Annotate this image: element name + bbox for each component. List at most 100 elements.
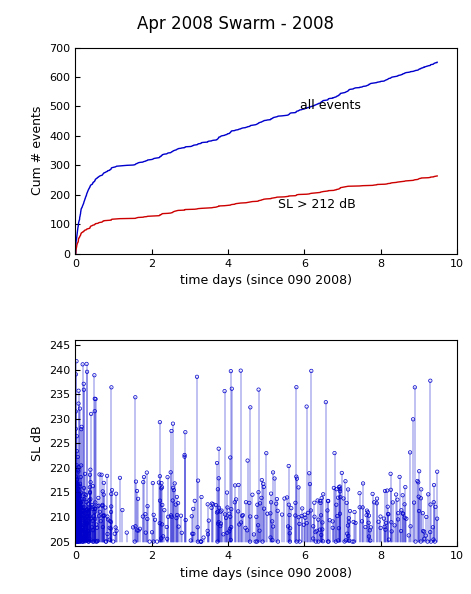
Point: [132, 522, 139, 531]
Point: [227, 453, 234, 462]
Point: [93, 537, 101, 546]
Point: [73, 522, 81, 531]
Point: [181, 452, 188, 462]
Point: [90, 511, 97, 521]
Point: [73, 535, 81, 545]
Point: [278, 510, 286, 519]
Point: [72, 523, 80, 532]
Point: [85, 529, 93, 538]
Point: [72, 519, 80, 529]
Point: [210, 500, 217, 509]
Point: [75, 499, 83, 508]
Point: [72, 472, 80, 481]
Point: [82, 505, 90, 515]
Point: [73, 431, 81, 441]
Point: [296, 519, 303, 529]
Point: [86, 470, 94, 479]
Point: [313, 526, 320, 536]
Point: [311, 512, 318, 522]
Point: [231, 498, 238, 507]
Point: [317, 496, 324, 505]
Point: [399, 508, 406, 518]
Point: [72, 530, 80, 539]
Point: [72, 486, 80, 495]
Point: [356, 488, 363, 498]
Point: [98, 501, 106, 511]
Point: [174, 498, 182, 508]
Point: [73, 497, 81, 507]
Point: [333, 485, 340, 494]
Point: [93, 520, 100, 529]
Point: [287, 503, 295, 513]
Point: [258, 493, 265, 503]
Point: [219, 530, 227, 539]
Point: [226, 527, 233, 536]
Point: [86, 511, 94, 521]
Point: [204, 526, 211, 536]
Point: [80, 385, 88, 394]
Point: [215, 503, 223, 513]
Point: [427, 376, 434, 386]
Point: [369, 489, 376, 499]
Point: [213, 508, 221, 517]
Point: [75, 490, 83, 500]
Point: [73, 492, 81, 501]
Point: [430, 481, 438, 490]
Point: [83, 505, 90, 514]
Point: [281, 494, 288, 503]
Point: [74, 482, 82, 491]
Point: [336, 486, 344, 496]
Point: [74, 511, 82, 520]
Point: [401, 500, 408, 509]
Point: [430, 497, 438, 507]
Point: [80, 379, 88, 388]
Point: [99, 486, 106, 496]
Point: [97, 516, 105, 526]
Point: [76, 522, 83, 532]
Point: [188, 511, 195, 521]
Point: [81, 514, 89, 523]
Point: [74, 532, 81, 542]
Point: [107, 517, 115, 527]
Point: [81, 511, 89, 520]
Point: [267, 498, 275, 507]
Point: [228, 384, 236, 393]
X-axis label: time days (since 090 2008): time days (since 090 2008): [180, 274, 352, 287]
Point: [106, 535, 114, 545]
Point: [73, 523, 80, 532]
Point: [324, 505, 331, 515]
Point: [76, 514, 83, 524]
Point: [374, 494, 381, 503]
Point: [150, 510, 157, 520]
Point: [250, 530, 258, 539]
Point: [417, 537, 424, 546]
Point: [268, 535, 276, 545]
Point: [73, 502, 81, 511]
Point: [133, 486, 141, 496]
Point: [99, 522, 106, 532]
Point: [269, 467, 277, 477]
Point: [382, 518, 390, 527]
Point: [333, 500, 340, 510]
Point: [72, 507, 80, 516]
Point: [224, 503, 231, 512]
Point: [304, 508, 312, 517]
Point: [79, 506, 86, 516]
Point: [113, 526, 120, 536]
Point: [107, 489, 115, 499]
Point: [77, 497, 85, 507]
Point: [377, 512, 384, 522]
Point: [142, 510, 149, 519]
Point: [83, 512, 91, 522]
Point: [84, 516, 91, 526]
Point: [422, 512, 430, 522]
Point: [77, 514, 84, 523]
Point: [77, 508, 85, 518]
Point: [260, 482, 268, 492]
Point: [146, 537, 154, 546]
Point: [87, 514, 95, 523]
Point: [132, 477, 140, 486]
Point: [103, 471, 111, 481]
Point: [91, 504, 99, 514]
Point: [75, 399, 82, 408]
